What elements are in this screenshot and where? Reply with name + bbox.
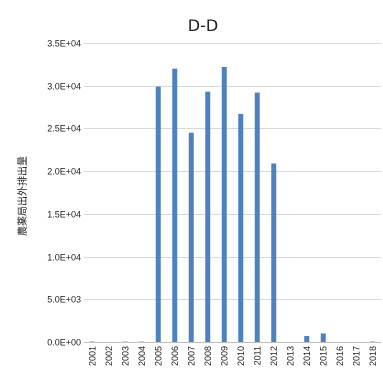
- x-tick-label: 2004: [137, 346, 147, 366]
- grid-layer: [84, 43, 381, 300]
- y-axis-label: 農薬局出外排出量: [16, 156, 29, 236]
- x-tick-label: 2008: [203, 346, 213, 366]
- x-tick-label: 2009: [219, 346, 229, 366]
- x-tick-label: 2012: [269, 346, 279, 366]
- bar-2007: [188, 132, 194, 342]
- chart-title: D-D: [188, 16, 218, 35]
- bar-2008: [205, 91, 211, 342]
- bar-2009: [221, 66, 227, 343]
- y-tick-label: 1.0E+04: [47, 253, 81, 263]
- x-tick-label: 2005: [153, 346, 163, 366]
- x-tick-label: 2007: [186, 346, 196, 366]
- bar-2014: [304, 336, 310, 342]
- x-tick-label: 2010: [236, 346, 246, 366]
- y-tick-label: 2.0E+04: [47, 167, 81, 177]
- x-ticks-layer: 2001 2002 2003 2004 2005 2006 2007 2008 2009 2010…: [87, 346, 378, 366]
- y-ticks-layer: 0.0E+00 5.0E+03 1.0E+04 1.5E+04 2.0E+04 2.5E+…: [47, 39, 81, 348]
- x-tick-label: 2006: [170, 346, 180, 366]
- bars-layer: [89, 66, 376, 343]
- bar-2010: [238, 113, 244, 342]
- x-tick-label: 2017: [351, 346, 361, 366]
- bar-2005: [155, 86, 161, 342]
- y-tick-label: 0.0E+00: [47, 338, 81, 348]
- bar-2012: [271, 163, 277, 342]
- x-tick-label: 2016: [335, 346, 345, 366]
- x-tick-label: 2014: [302, 346, 312, 366]
- x-tick-label: 2018: [368, 346, 378, 366]
- x-tick-label: 2001: [87, 346, 97, 366]
- y-tick-label: 3.0E+04: [47, 82, 81, 92]
- y-tick-label: 2.5E+04: [47, 124, 81, 134]
- x-tick-label: 2002: [104, 346, 114, 366]
- x-tick-label: 2011: [252, 346, 262, 365]
- bar-2006: [172, 68, 178, 342]
- y-tick-label: 5.0E+03: [47, 295, 81, 305]
- x-tick-label: 2003: [120, 346, 130, 366]
- bar-2011: [254, 92, 260, 342]
- bar-2015: [320, 333, 326, 342]
- x-tick-label: 2015: [318, 346, 328, 366]
- y-tick-label: 1.5E+04: [47, 210, 81, 220]
- y-tick-label: 3.5E+04: [47, 39, 81, 49]
- x-tick-label: 2013: [285, 346, 295, 366]
